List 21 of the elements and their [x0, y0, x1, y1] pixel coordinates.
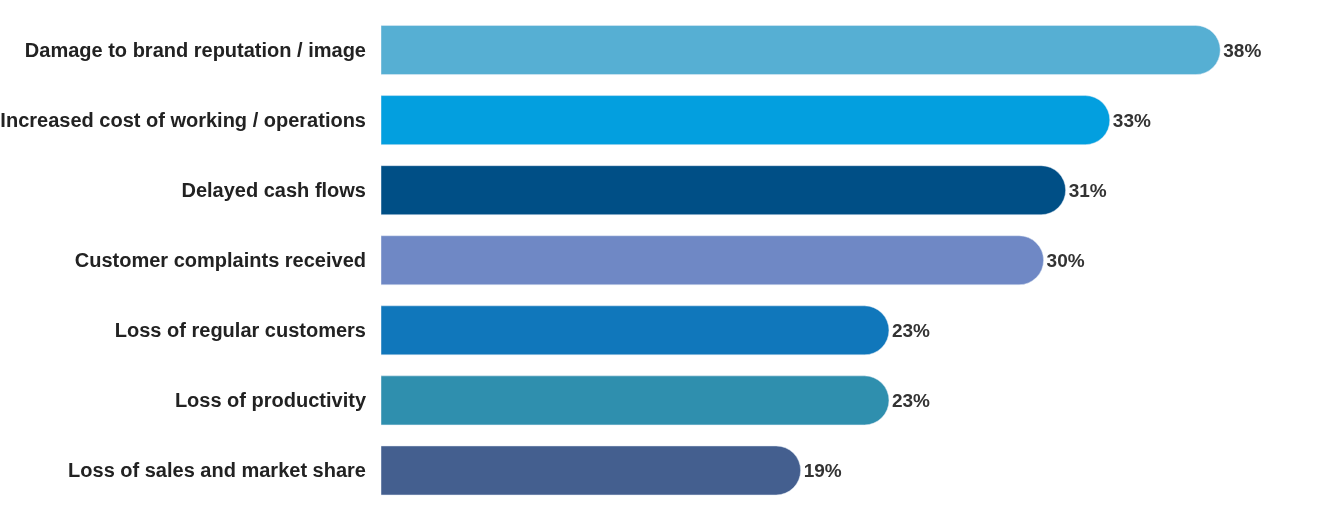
- y-tick-label: Increased cost of working / operations: [0, 109, 366, 132]
- y-tick-label: Loss of regular customers: [114, 319, 366, 342]
- data-label: 23%: [891, 319, 931, 341]
- data-label: 33%: [1112, 109, 1151, 131]
- y-tick-label: Damage to brand reputation / image: [24, 39, 366, 62]
- y-tick-label: Loss of productivity: [174, 389, 367, 412]
- bar: [381, 165, 1066, 215]
- bar: [381, 305, 890, 356]
- data-label: 19%: [803, 459, 842, 481]
- data-label: 38%: [1223, 39, 1262, 61]
- bar: [381, 25, 1221, 75]
- bar: [381, 375, 890, 426]
- y-tick-label: Delayed cash flows: [181, 179, 366, 202]
- data-label: 23%: [891, 389, 931, 411]
- bar: [381, 445, 801, 496]
- y-tick-label: Loss of sales and market share: [68, 459, 366, 482]
- data-label: 30%: [1046, 249, 1085, 271]
- bar: [381, 95, 1111, 145]
- bar: [381, 235, 1044, 286]
- y-tick-label: Customer complaints received: [74, 249, 366, 272]
- data-label: 31%: [1068, 179, 1107, 201]
